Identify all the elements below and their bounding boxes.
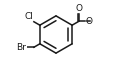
Text: O: O bbox=[75, 4, 82, 13]
Text: Cl: Cl bbox=[25, 12, 34, 21]
Text: O: O bbox=[85, 17, 92, 26]
Text: Br: Br bbox=[16, 43, 26, 52]
